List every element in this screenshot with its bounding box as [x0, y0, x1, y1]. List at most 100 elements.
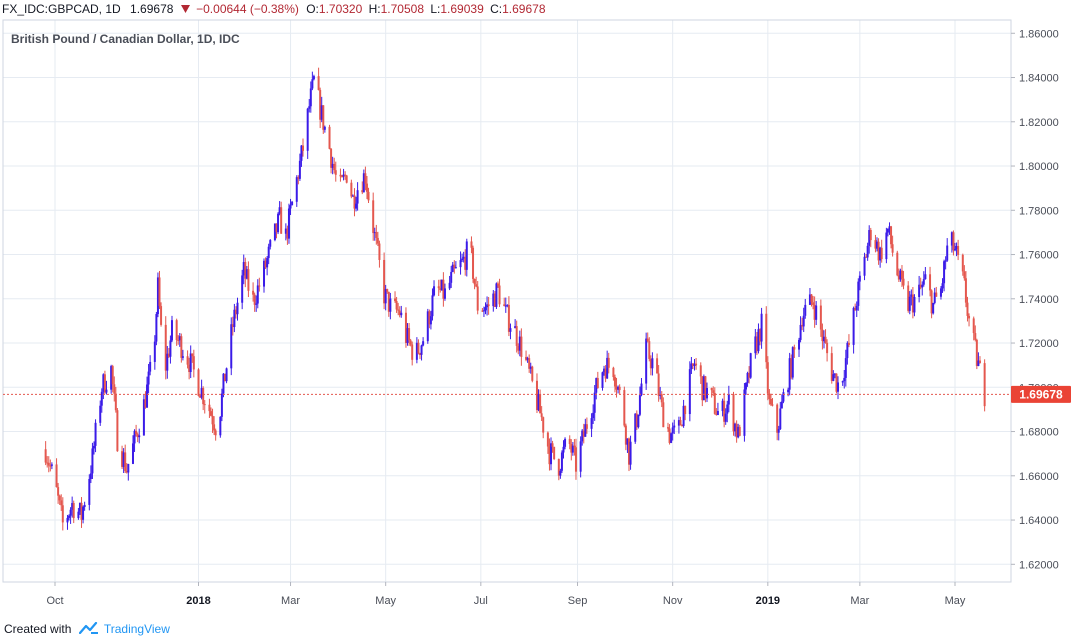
candle-body — [874, 240, 877, 249]
candle-body — [863, 256, 866, 276]
candle-body — [209, 411, 212, 416]
price-chart[interactable]: British Pound / Canadian Dollar, 1D, IDC… — [0, 0, 1077, 619]
candle-body — [626, 438, 629, 445]
candle-body — [192, 356, 195, 370]
candle-body — [222, 373, 225, 394]
candle-body — [397, 309, 400, 311]
candle-body — [386, 289, 389, 292]
candle-body — [617, 386, 620, 390]
candle-body — [539, 394, 542, 414]
price-axis[interactable]: 1.620001.640001.660001.680001.700001.720… — [1011, 28, 1059, 571]
tradingview-logo-icon[interactable] — [78, 620, 99, 640]
candle-body — [933, 292, 936, 303]
candle-body — [813, 304, 816, 320]
candle-body — [559, 470, 562, 476]
candle-body — [826, 342, 829, 354]
candle-body — [830, 353, 833, 381]
candle-body — [387, 291, 390, 312]
candle-body — [939, 288, 942, 297]
candle-body — [913, 296, 916, 313]
candle-body — [409, 340, 412, 345]
candle-body — [420, 345, 423, 355]
candle-body — [568, 438, 571, 445]
candle-body — [146, 384, 149, 408]
candle-body — [116, 410, 119, 452]
candle-body — [535, 380, 538, 411]
candle-body — [317, 76, 320, 90]
y-tick-label: 1.72000 — [1019, 338, 1059, 350]
candle-body — [526, 358, 529, 360]
y-tick-label: 1.78000 — [1019, 205, 1059, 217]
candle-body — [277, 213, 280, 233]
candle-body — [503, 304, 506, 307]
candle-body — [406, 328, 409, 343]
candle-body — [810, 294, 813, 303]
symbol-name[interactable]: FX_IDC:GBPCAD, 1D — [2, 2, 121, 16]
candle-body — [656, 358, 659, 374]
candle-body — [581, 430, 584, 442]
candle-body — [921, 284, 924, 288]
candle-body — [267, 246, 270, 259]
candle-body — [769, 398, 772, 405]
candle-body — [690, 363, 693, 370]
y-tick-label: 1.76000 — [1019, 250, 1059, 262]
candle-body — [585, 424, 588, 429]
candle-body — [670, 433, 673, 443]
candle-body — [135, 430, 138, 435]
candle-body — [155, 314, 158, 342]
candle-body — [160, 306, 163, 325]
candle-body — [835, 373, 838, 392]
candle-body — [765, 313, 768, 363]
candle-body — [723, 400, 726, 422]
candle-body — [394, 298, 397, 302]
candle-body — [788, 358, 791, 390]
candle-body — [297, 177, 300, 179]
candle-body — [955, 245, 958, 250]
candle-body — [550, 443, 553, 465]
candle-body — [705, 387, 708, 399]
candle-body — [726, 404, 729, 414]
candle-body — [133, 430, 136, 444]
candle-body — [169, 340, 172, 357]
candle-body — [648, 341, 651, 359]
candle-body — [662, 402, 665, 428]
candle-body — [72, 503, 75, 519]
candle-body — [214, 430, 217, 436]
candle-body — [657, 373, 660, 396]
candle-body — [158, 277, 161, 307]
candle-body — [334, 170, 337, 175]
y-tick-label: 1.64000 — [1019, 515, 1059, 527]
candle-body — [493, 293, 496, 307]
candle-body — [957, 245, 960, 255]
candle-body — [713, 392, 716, 414]
candle-body — [411, 344, 414, 360]
candle-body — [509, 328, 512, 332]
candle-body — [433, 286, 436, 296]
candle-body — [776, 404, 779, 433]
candle-body — [244, 262, 247, 279]
candle-body — [876, 241, 879, 249]
candle-body — [601, 372, 604, 388]
candle-body — [191, 353, 194, 357]
candle-body — [972, 318, 975, 334]
candle-body — [166, 353, 169, 371]
candle-body — [506, 304, 509, 306]
candle-body — [623, 390, 626, 426]
candle-body — [353, 195, 356, 209]
candle-body — [515, 326, 518, 346]
candle-body — [68, 515, 71, 518]
candle-body — [199, 395, 202, 398]
candle-body — [846, 342, 849, 359]
candle-body — [312, 76, 315, 80]
candle-body — [691, 363, 694, 366]
candle-body — [693, 363, 696, 366]
candle-body — [202, 388, 205, 405]
open-label: O: — [306, 2, 319, 16]
candle-body — [345, 175, 348, 183]
candle-body — [812, 302, 815, 305]
chart-grid — [3, 20, 1011, 582]
tradingview-link[interactable]: TradingView — [103, 622, 170, 636]
candle-body — [595, 378, 598, 393]
candle-body — [219, 416, 222, 436]
time-axis[interactable]: Oct 2018 Mar May Jul Sep Nov 2019 Mar May — [46, 582, 966, 607]
